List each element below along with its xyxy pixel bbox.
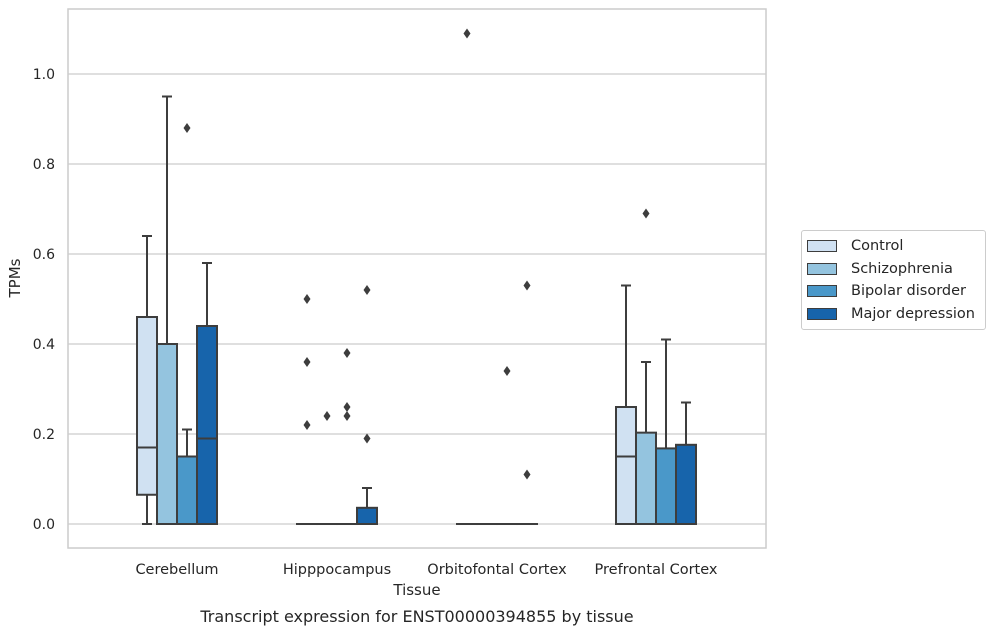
legend-swatch [807,262,837,275]
x-tick-label: Orbitofontal Cortex [427,562,567,578]
legend-swatch [807,307,837,320]
box-group [356,285,378,525]
box [675,443,697,525]
box [176,455,198,525]
x-axis-label: Tissue [392,581,440,599]
legend-label: Bipolar disorder [851,283,966,300]
y-tick-label: 0.2 [33,427,55,443]
outlier-point [363,433,371,444]
box-group [615,284,637,525]
outlier-point [183,123,191,133]
outlier-point [343,348,351,358]
outlier-point [463,28,471,39]
legend-label: Control [851,238,904,255]
box-group [296,294,318,526]
y-tick-label: 0.4 [33,337,55,353]
box-group [655,338,677,525]
legend-entry: Schizophrenia [802,258,985,281]
box-group [675,401,697,525]
y-tick-labels: 0.0 0.2 0.4 0.6 0.8 1.0 [33,67,55,533]
legend-swatch [807,240,837,253]
box [635,431,657,525]
plot-frame [67,8,767,549]
outlier-point [503,366,511,376]
outlier-point [303,294,311,304]
legend-swatch [807,285,837,298]
x-tick-labels: Cerebellum Hipppocampus Orbitofontal Corte… [135,562,717,578]
legend: Control Schizophrenia Bipolar disorder Majo… [801,230,986,330]
outlier-point [323,411,331,421]
x-tick-label: Cerebellum [135,562,218,578]
box-group [456,28,478,526]
box-group [336,348,358,526]
box-group [496,366,518,526]
outlier-point [523,280,531,291]
box [196,325,218,525]
y-tick-label: 0.8 [33,157,55,173]
legend-entry: Major depression [802,303,985,326]
legend-entry: Bipolar disorder [802,280,985,303]
outlier-point [303,420,311,430]
y-tick-label: 1.0 [33,67,55,83]
box [615,406,637,525]
x-tick-label: Hipppocampus [283,562,391,578]
box-group [196,262,218,525]
box [356,506,378,525]
chart-caption: Transcript expression for ENST0000039485… [199,607,633,626]
outlier-point [303,357,311,367]
box [136,316,158,496]
y-axis-label: TPMs [6,258,24,298]
y-tick-label: 0.6 [33,247,55,263]
x-tick-label: Prefrontal Cortex [595,562,718,578]
y-tick-label: 0.0 [33,517,55,533]
box [655,447,677,525]
box [156,343,178,525]
box-group [516,280,538,526]
box-group [176,123,198,525]
outlier-point [363,285,371,295]
box-group [136,235,158,525]
legend-label: Major depression [851,305,975,322]
box-group [635,208,657,525]
legend-entry: Control [802,235,985,258]
outlier-point [523,469,531,480]
outlier-point [343,411,351,421]
outlier-point [343,402,351,412]
box-plots [136,28,697,526]
legend-label: Schizophrenia [851,260,953,277]
box-group [156,95,178,525]
box-group [316,411,338,526]
outlier-point [642,208,650,219]
